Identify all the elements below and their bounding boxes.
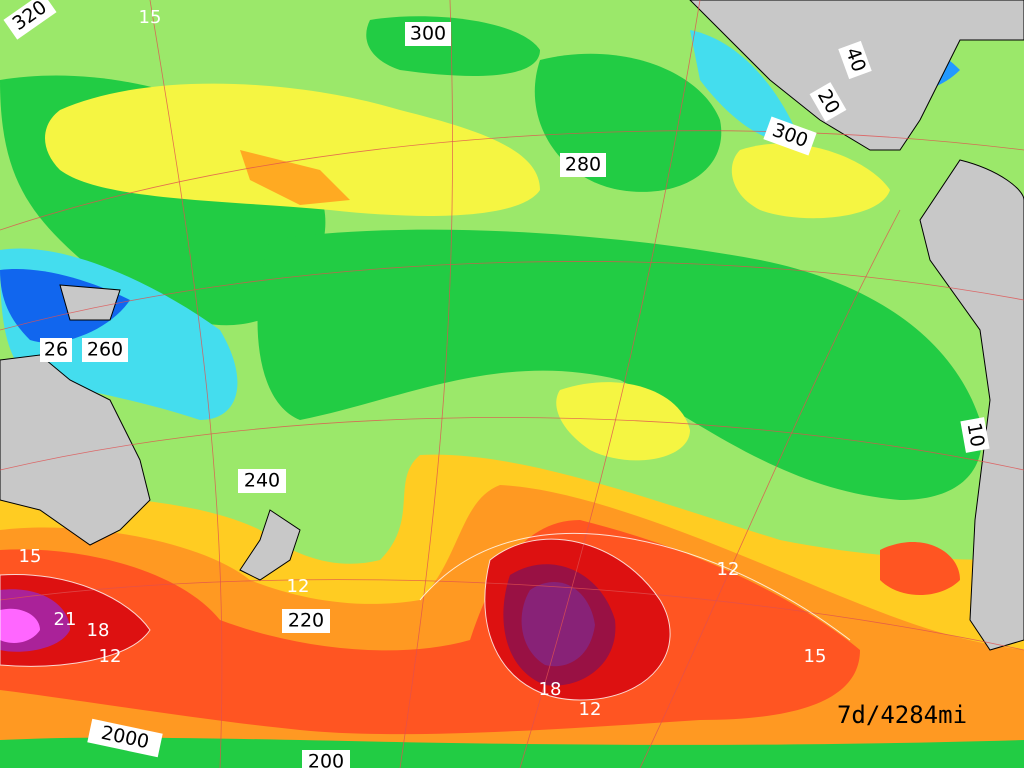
- distance-label: 240: [244, 470, 280, 492]
- distance-label: 280: [565, 154, 601, 176]
- contour-label: 18: [87, 620, 110, 641]
- contour-label: 15: [139, 7, 162, 28]
- contour-label: 15: [804, 646, 827, 667]
- footer-label: 7d/4284mi: [837, 701, 967, 729]
- contour-label: 15: [19, 546, 42, 567]
- swell-contours: [0, 533, 851, 701]
- distance-label: 260: [87, 339, 123, 361]
- contour-label: 21: [54, 609, 77, 630]
- contour-label: 12: [99, 646, 122, 667]
- contour-label: 12: [287, 576, 310, 597]
- distance-label: 10: [963, 421, 989, 449]
- contour-label: 12: [717, 559, 740, 580]
- contour-label: 12: [579, 699, 602, 720]
- distance-label: 300: [410, 23, 446, 45]
- distance-label: 200: [308, 751, 344, 768]
- contour-labels: 15 15 21 18 12 12 12 15 18 12: [19, 7, 827, 720]
- contour-label: 18: [539, 679, 562, 700]
- distance-label: 220: [288, 610, 324, 632]
- distance-label: 26: [44, 339, 68, 361]
